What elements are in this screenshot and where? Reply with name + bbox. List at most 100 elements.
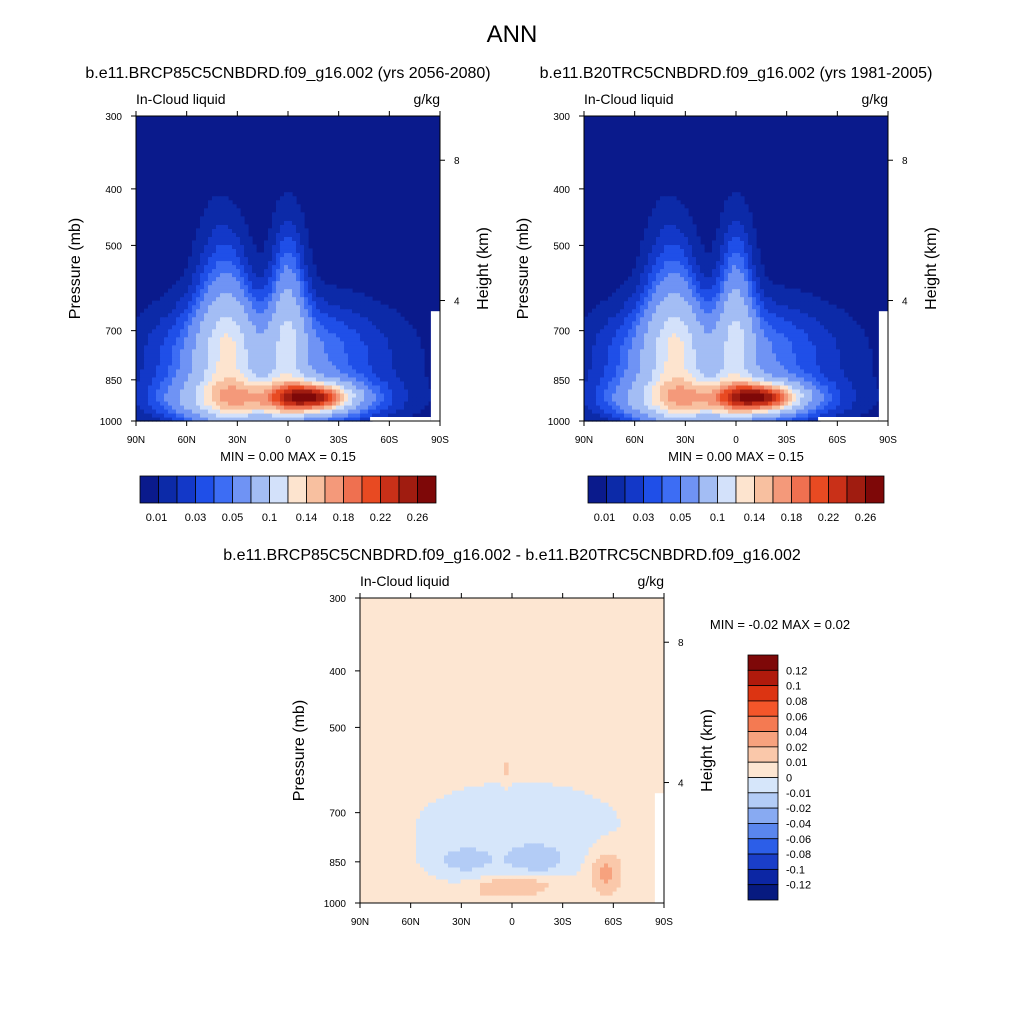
contour-cell — [720, 340, 725, 346]
contour-cell — [296, 308, 301, 314]
contour-cell — [212, 212, 217, 217]
contour-cell — [236, 384, 241, 390]
contour-cell — [660, 416, 665, 422]
contour-cell — [184, 268, 189, 274]
contour-cell — [384, 324, 389, 330]
colorbar-swatch — [287, 475, 307, 504]
contour-cell — [704, 316, 709, 322]
contour-cell — [284, 352, 289, 358]
contour-cell — [384, 388, 389, 394]
contour-cell — [396, 332, 401, 338]
contour-cell — [720, 364, 725, 370]
contour-cell — [316, 372, 321, 378]
contour-cell — [188, 296, 193, 302]
contour-cell — [604, 348, 609, 354]
contour-cell — [648, 380, 653, 386]
contour-cell — [716, 408, 721, 414]
contour-cell — [684, 400, 689, 406]
contour-cell — [288, 392, 293, 398]
contour-cell — [224, 372, 229, 378]
contour-cell — [780, 328, 785, 334]
contour-cell — [828, 384, 833, 390]
contour-cell — [216, 368, 221, 374]
contour-cell — [288, 400, 293, 406]
contour-cell — [376, 392, 381, 398]
contour-cell — [832, 336, 837, 342]
contour-cell — [404, 388, 409, 394]
contour-cell — [304, 288, 309, 294]
contour-cell — [660, 332, 665, 338]
contour-cell — [168, 368, 173, 374]
contour-cell — [332, 348, 337, 354]
contour-cell — [284, 364, 289, 370]
contour-cell — [308, 288, 313, 294]
contour-cell — [284, 416, 289, 422]
contour-cell — [260, 312, 265, 318]
contour-cell — [240, 376, 245, 382]
contour-cell — [648, 320, 653, 326]
contour-cell — [784, 364, 789, 370]
contour-cell — [256, 300, 261, 306]
contour-cell — [364, 396, 369, 402]
contour-cell — [188, 272, 193, 278]
contour-cell — [672, 356, 677, 362]
contour-cell — [660, 328, 665, 334]
contour-cell — [220, 396, 225, 402]
contour-cell — [724, 344, 729, 350]
contour-cell — [372, 372, 377, 378]
contour-cell — [644, 332, 649, 338]
contour-cell — [236, 288, 241, 294]
contour-cell — [184, 360, 189, 366]
contour-cell — [312, 404, 317, 410]
contour-cell — [592, 416, 597, 422]
contour-cell — [740, 380, 745, 386]
contour-cell — [196, 368, 201, 374]
contour-cell — [316, 324, 321, 330]
contour-cell — [788, 368, 793, 374]
contour-cell — [376, 336, 381, 342]
contour-cell — [332, 352, 337, 358]
contour-cell — [300, 288, 305, 294]
contour-cell — [768, 328, 773, 334]
contour-cell — [184, 400, 189, 406]
contour-cell — [320, 308, 325, 314]
contour-cell — [760, 400, 765, 406]
contour-cell — [840, 320, 845, 326]
contour-cell — [736, 376, 741, 382]
contour-cell — [208, 392, 213, 398]
contour-cell — [608, 400, 613, 406]
contour-cell — [144, 356, 149, 362]
contour-cell — [656, 340, 661, 346]
contour-cell — [368, 388, 373, 394]
contour-cell — [372, 336, 377, 342]
contour-cell — [252, 292, 257, 298]
contour-cell — [628, 380, 633, 386]
contour-cell — [860, 380, 865, 386]
contour-cell — [152, 332, 157, 338]
contour-cell — [824, 332, 829, 338]
contour-cell — [216, 352, 221, 358]
contour-cell — [284, 292, 289, 298]
contour-cell — [244, 352, 249, 358]
contour-cell — [280, 288, 285, 294]
contour-cell — [300, 412, 305, 418]
contour-cell — [412, 360, 417, 366]
contour-cell — [684, 320, 689, 326]
contour-cell — [296, 208, 301, 213]
colorbar-swatch — [417, 475, 437, 504]
contour-cell — [720, 372, 725, 378]
contour-cell — [360, 324, 365, 330]
contour-cell — [276, 416, 281, 422]
contour-cell — [316, 280, 321, 286]
contour-cell — [384, 404, 389, 410]
contour-cell — [204, 208, 209, 213]
contour-cell — [824, 352, 829, 358]
contour-cell — [196, 284, 201, 290]
contour-cell — [784, 328, 789, 334]
contour-cell — [336, 344, 341, 350]
contour-cell — [696, 316, 701, 322]
contour-cell — [796, 352, 801, 358]
contour-cell — [176, 412, 181, 418]
contour-cell — [288, 320, 293, 326]
contour-cell — [288, 324, 293, 330]
